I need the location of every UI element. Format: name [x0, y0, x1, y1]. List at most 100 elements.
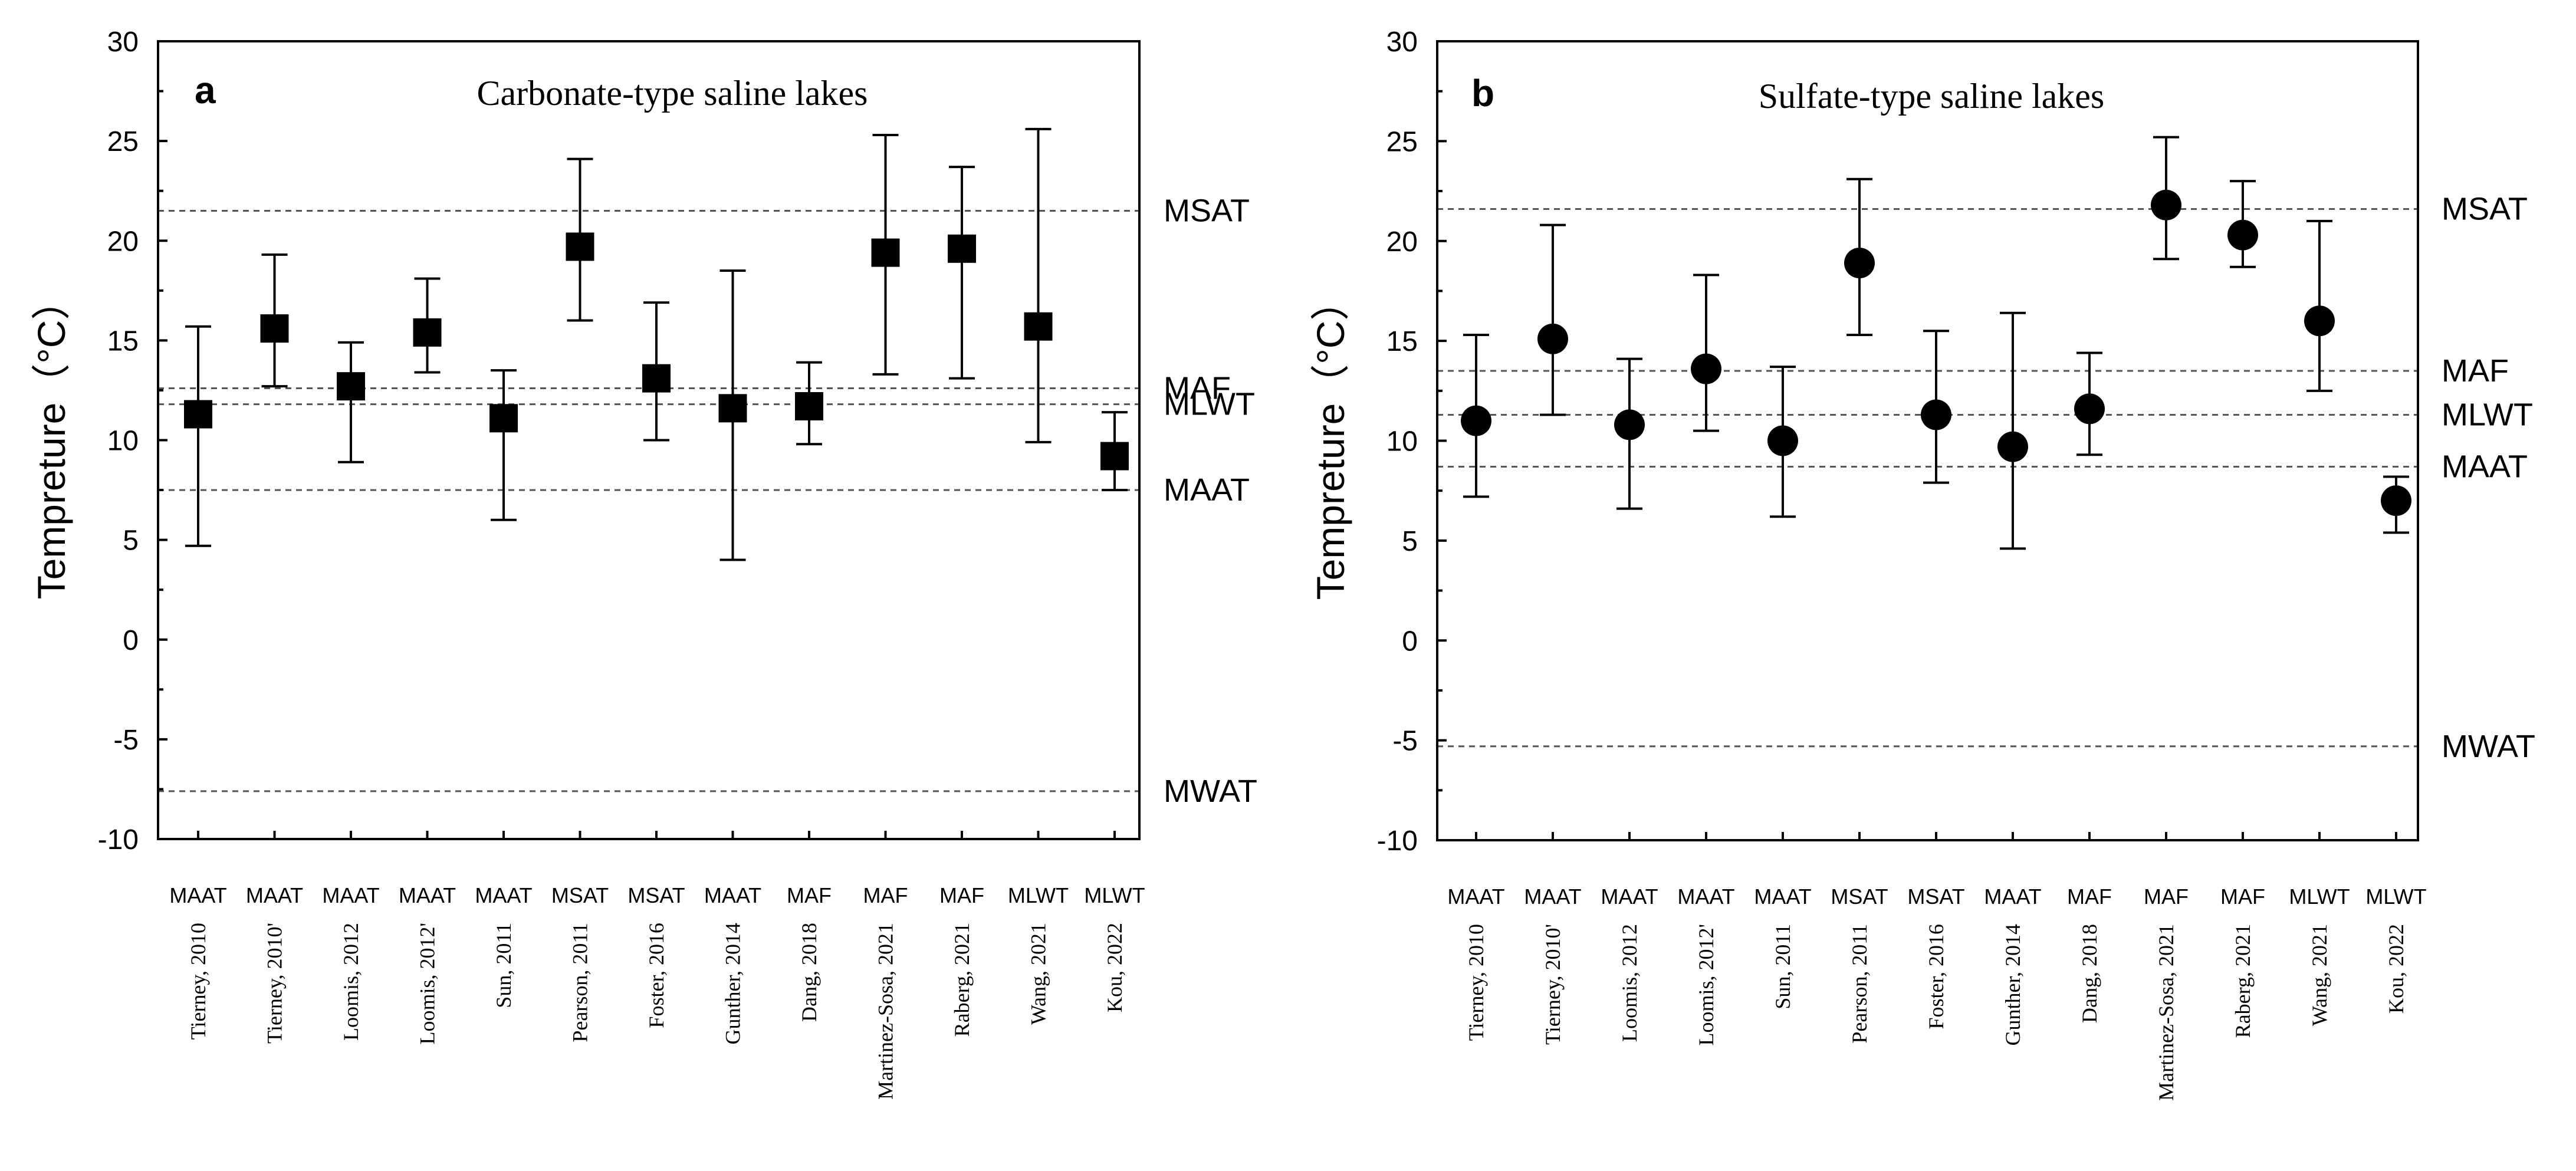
- y-tick-label: -10: [98, 824, 139, 856]
- x-proxy-label: MSAT: [1907, 884, 1964, 909]
- data-point-square: [948, 234, 976, 263]
- x-study-label: Kou, 2022: [1103, 923, 1126, 1012]
- y-tick-label: 25: [107, 126, 139, 157]
- data-point-square: [489, 404, 518, 433]
- x-study-label: Sun, 2011: [1771, 924, 1795, 1009]
- data-point-circle: [1844, 248, 1875, 279]
- data-point-square: [795, 392, 823, 420]
- x-proxy-label: MAF: [2220, 884, 2265, 909]
- x-proxy-label: MAF: [787, 883, 832, 907]
- x-study-label: Gunther, 2014: [2001, 924, 2025, 1046]
- y-tick-label: 20: [107, 226, 139, 257]
- x-proxy-label: MLWT: [1008, 883, 1069, 907]
- x-study-label: Wang, 2021: [1027, 923, 1050, 1025]
- x-study-label: Pearson, 2011: [1848, 924, 1871, 1044]
- x-study-label: Raberg, 2021: [2231, 924, 2255, 1038]
- y-tick-label: 5: [1402, 526, 1418, 557]
- data-point-circle: [1921, 399, 1951, 430]
- reference-label-maf: MAF: [2442, 353, 2509, 389]
- plot-frame: [1436, 40, 2419, 841]
- data-point-square: [566, 232, 594, 261]
- data-point-square: [1100, 442, 1129, 471]
- y-tick-label: 20: [1386, 226, 1418, 258]
- x-study-label: Tierney, 2010: [186, 923, 210, 1040]
- reference-label-msat: MSAT: [1164, 193, 1250, 229]
- data-point-square: [871, 238, 900, 267]
- x-proxy-label: MAAT: [704, 883, 761, 907]
- x-proxy-label: MAAT: [1601, 884, 1658, 909]
- x-proxy-label: MAAT: [475, 883, 532, 907]
- data-point-circle: [1997, 431, 2028, 462]
- data-point-circle: [2151, 189, 2181, 221]
- x-proxy-label: MLWT: [2365, 884, 2426, 909]
- x-proxy-label: MAAT: [1754, 884, 1811, 909]
- y-tick-label: 10: [1386, 426, 1418, 458]
- x-study-label: Wang, 2021: [2308, 924, 2331, 1026]
- x-study-label: Martinez-Sosa, 2021: [874, 923, 898, 1100]
- x-proxy-label: MAF: [2144, 884, 2189, 909]
- x-study-label: Loomis, 2012: [1618, 924, 1641, 1042]
- x-study-label: Loomis, 2012': [1694, 924, 1718, 1046]
- x-proxy-label: MAAT: [169, 883, 226, 907]
- x-study-label: Dang, 2018: [2078, 924, 2101, 1023]
- y-axis-label: Tempreture（°C）: [1309, 282, 1352, 600]
- x-study-label: Raberg, 2021: [950, 923, 974, 1037]
- data-point-circle: [2074, 393, 2105, 425]
- data-point-circle: [1614, 409, 1645, 440]
- x-proxy-label: MAAT: [1524, 884, 1581, 909]
- y-axis-label: Tempreture（°C）: [29, 281, 73, 600]
- x-study-label: Kou, 2022: [2384, 924, 2408, 1014]
- x-proxy-label: MAAT: [322, 883, 379, 907]
- x-study-label: Pearson, 2011: [569, 923, 592, 1042]
- y-tick-label: 25: [1386, 126, 1418, 157]
- y-tick-label: 5: [123, 525, 139, 557]
- reference-label-mwat: MWAT: [2442, 729, 2535, 764]
- data-point-square: [337, 372, 365, 401]
- y-tick-label: 15: [107, 325, 139, 357]
- data-point-circle: [1767, 425, 1798, 456]
- reference-label-maf: MAF: [1164, 371, 1231, 406]
- data-point-square: [718, 394, 747, 423]
- data-point-square: [413, 318, 442, 347]
- data-point-square: [184, 400, 212, 429]
- x-study-label: Sun, 2011: [492, 923, 515, 1008]
- x-study-label: Dang, 2018: [797, 923, 821, 1022]
- x-proxy-label: MAF: [863, 883, 908, 907]
- x-study-label: Martinez-Sosa, 2021: [2154, 924, 2178, 1101]
- x-proxy-label: MAAT: [1984, 884, 2041, 909]
- reference-label-mlwt: MLWT: [1164, 387, 1255, 422]
- x-study-label: Loomis, 2012: [339, 923, 363, 1041]
- reference-label-maat: MAAT: [1164, 472, 1250, 508]
- data-point-circle: [2227, 219, 2258, 251]
- y-tick-label: 30: [107, 27, 139, 58]
- panel-b-sulfate: MSAT MAF MLWT MAAT MWAT 30 25 20 15 10 5 0 -5 -10 Temp…: [1309, 27, 2535, 1101]
- x-study-label: Tierney, 2010': [263, 923, 287, 1044]
- x-proxy-label: MSAT: [1831, 884, 1888, 909]
- reference-label-mlwt: MLWT: [2442, 397, 2533, 432]
- data-point-square: [642, 364, 671, 393]
- y-tick-label: -5: [1392, 726, 1418, 757]
- x-study-label: Tierney, 2010: [1464, 924, 1488, 1041]
- x-proxy-label: MAF: [939, 883, 984, 907]
- x-proxy-label: MAAT: [1447, 884, 1504, 909]
- y-tick-label: 30: [1386, 27, 1418, 58]
- y-tick-label: -5: [113, 725, 139, 756]
- x-study-label: Gunther, 2014: [721, 923, 745, 1045]
- x-study-label: Foster, 2016: [645, 923, 668, 1028]
- x-proxy-label: MSAT: [551, 883, 609, 907]
- x-proxy-label: MAAT: [399, 883, 456, 907]
- x-proxy-label: MLWT: [1084, 883, 1145, 907]
- data-point-circle: [2381, 485, 2411, 517]
- reference-label-msat: MSAT: [2442, 192, 2528, 227]
- y-tick-label: 0: [123, 625, 139, 656]
- x-proxy-label: MAF: [2067, 884, 2112, 909]
- x-proxy-label: MAAT: [1677, 884, 1734, 909]
- x-study-label: Loomis, 2012': [416, 923, 439, 1045]
- data-point-circle: [1537, 323, 1568, 354]
- data-point-circle: [1461, 405, 1491, 436]
- x-proxy-label: MLWT: [2289, 884, 2350, 909]
- reference-label-mwat: MWAT: [1164, 774, 1257, 809]
- data-point-square: [260, 314, 289, 343]
- panel-title: Sulfate-type saline lakes: [1759, 77, 2104, 116]
